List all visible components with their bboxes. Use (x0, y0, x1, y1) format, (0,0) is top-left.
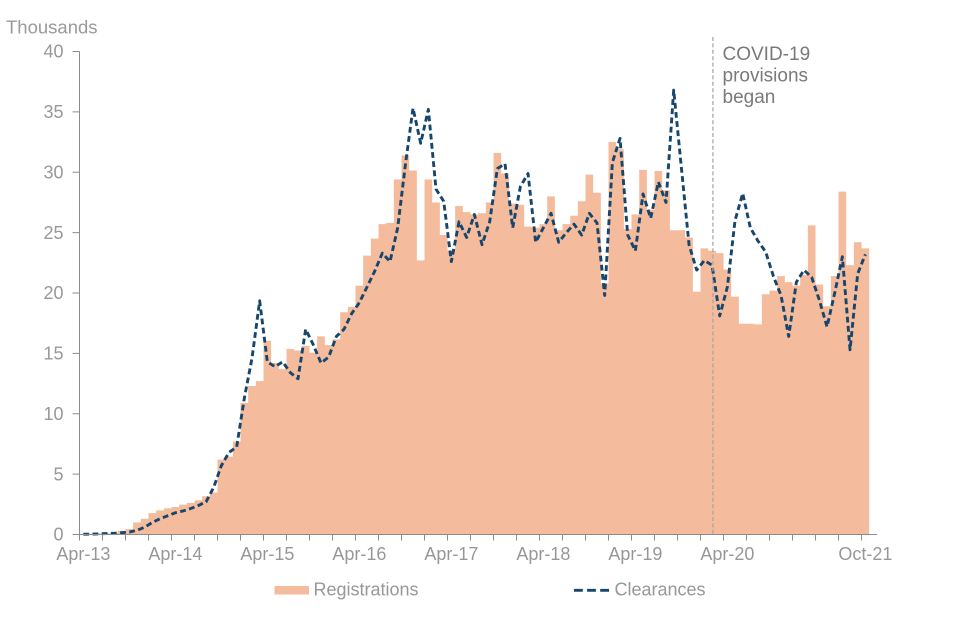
svg-text:provisions: provisions (723, 66, 809, 87)
svg-text:Apr-14: Apr-14 (148, 544, 202, 564)
svg-text:Apr-16: Apr-16 (332, 544, 386, 564)
svg-text:25: 25 (43, 223, 63, 243)
svg-text:5: 5 (53, 464, 63, 484)
svg-text:Oct-21: Oct-21 (838, 544, 892, 564)
svg-text:30: 30 (43, 162, 63, 182)
svg-text:Clearances: Clearances (615, 580, 706, 600)
svg-text:Registrations: Registrations (314, 580, 419, 600)
svg-text:20: 20 (43, 283, 63, 303)
svg-text:Apr-20: Apr-20 (700, 544, 754, 564)
svg-text:began: began (723, 87, 776, 108)
svg-text:COVID-19: COVID-19 (723, 44, 811, 65)
svg-text:40: 40 (43, 42, 63, 62)
svg-text:Apr-13: Apr-13 (56, 544, 110, 564)
svg-text:10: 10 (43, 404, 63, 424)
svg-text:15: 15 (43, 344, 63, 364)
svg-text:0: 0 (53, 525, 63, 545)
svg-text:Apr-19: Apr-19 (608, 544, 662, 564)
svg-text:Apr-18: Apr-18 (516, 544, 570, 564)
svg-text:Apr-17: Apr-17 (424, 544, 478, 564)
svg-text:35: 35 (43, 102, 63, 122)
svg-text:Thousands: Thousands (6, 17, 98, 38)
svg-text:Apr-15: Apr-15 (240, 544, 294, 564)
